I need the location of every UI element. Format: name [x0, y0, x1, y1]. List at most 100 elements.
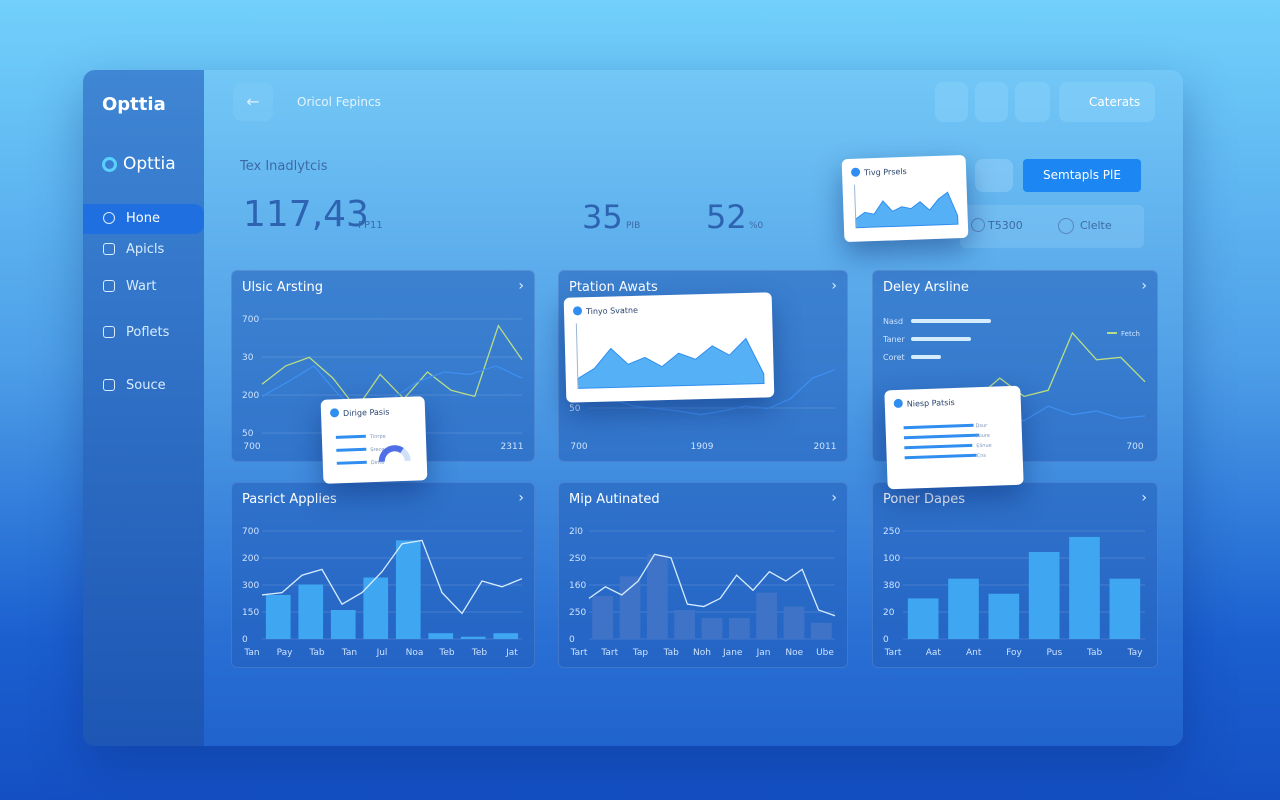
line-series	[588, 553, 836, 617]
radio[interactable]	[971, 218, 985, 232]
popup-chart	[575, 323, 765, 389]
row-label: Dinte	[371, 460, 385, 466]
x-tick-label: Foy	[1006, 648, 1022, 658]
row-bar	[904, 443, 973, 450]
nav-item[interactable]: Wart	[83, 272, 204, 302]
y-tick-label: 160	[569, 581, 586, 591]
bar	[428, 633, 454, 639]
panel-title: Ptation Awats	[569, 280, 658, 295]
icon-button[interactable]	[935, 82, 968, 122]
row-label: Srece	[370, 447, 384, 453]
x-tick-label: Pus	[1046, 648, 1062, 658]
back-button[interactable]: ←	[233, 83, 273, 121]
breadcrumb: Oricol Fepincs	[297, 95, 381, 109]
row-bar	[904, 453, 977, 460]
search-button[interactable]	[975, 159, 1013, 192]
brand-icon	[102, 157, 117, 172]
stat-value: 117,43	[243, 194, 369, 235]
y-tick-label: 50	[569, 404, 581, 414]
bar	[460, 636, 486, 639]
primary-button[interactable]: Semtapls PlE	[1023, 159, 1141, 192]
panel: Mip Autinated › 2l0 2S0 160 250 0 Tart Tart Tap Ta…	[558, 482, 848, 668]
y-tick-label: 250	[883, 527, 900, 537]
x-tick-label: Noa	[406, 648, 424, 658]
bar	[907, 598, 939, 639]
x-tick-label: Tan	[341, 648, 357, 658]
chevron: ›	[518, 278, 524, 294]
row-label: Nasd	[883, 317, 903, 326]
x-tick-label: Ant	[966, 648, 982, 658]
nav-label: Poflets	[126, 325, 170, 340]
stat-unit: PP11	[358, 220, 383, 231]
stat-unit: PIB	[626, 221, 641, 231]
popup-card: Tinyo Svatne	[563, 292, 775, 403]
nav-item[interactable]: Souce	[83, 371, 204, 401]
row-label: Foure	[976, 433, 990, 439]
x-tick-label: Teb	[471, 648, 488, 658]
x-tick-label: Tab	[1086, 648, 1103, 658]
bar	[646, 554, 668, 639]
x-tick-label: Pay	[277, 648, 294, 658]
nav-label: Hone	[126, 211, 160, 226]
y-tick-label: 200	[242, 554, 259, 564]
chevron: ›	[1141, 490, 1147, 506]
x-tick-label: Tay	[1127, 648, 1144, 658]
popup-card: Tivg Prsels	[841, 154, 969, 243]
bar	[701, 618, 723, 639]
panel-chart: 50 700 1909 2011	[569, 368, 837, 452]
popup-card: Niesp Patsis Dsur Foure Elinue Cns	[884, 385, 1024, 490]
icon-button[interactable]	[975, 82, 1008, 122]
popup-chart: Dsur Foure Elinue Cns	[903, 423, 992, 460]
nav-label: Wart	[126, 279, 157, 294]
panel-chart: 75700NasdTanerCoretFetch	[882, 317, 1146, 452]
x-tick-label: 2011	[814, 442, 837, 452]
brand: Opttia	[123, 154, 176, 174]
area-series	[855, 191, 959, 229]
header-button[interactable]: Caterats	[1059, 82, 1155, 122]
nav-item[interactable]: Poflets	[83, 318, 204, 348]
bar	[1069, 536, 1100, 639]
radio[interactable]	[1058, 218, 1074, 234]
x-tick-label: Jat	[505, 648, 518, 658]
axis-line	[575, 323, 579, 389]
sidebar: Opttia Opttia Hone Apicls Wart Poflets S…	[83, 70, 204, 746]
row-bar	[336, 460, 367, 465]
nav-item[interactable]: Hone	[83, 204, 204, 234]
x-tick-label: Tan	[243, 648, 259, 658]
y-tick-label: 20	[883, 608, 895, 618]
brand-top: Opttia	[102, 94, 166, 115]
y-tick-label: 300	[242, 581, 259, 591]
nav-icon	[103, 243, 115, 255]
bar	[948, 578, 979, 639]
x-tick-label: 2311	[501, 442, 524, 452]
y-tick-label: 0	[883, 635, 889, 645]
x-tick-label: Tap	[632, 648, 649, 658]
bar	[395, 540, 421, 639]
x-tick-label: Jane	[722, 648, 743, 658]
chevron: ›	[831, 490, 837, 506]
bar	[330, 610, 356, 639]
y-tick-label: 700	[242, 315, 259, 325]
y-tick-label: 380	[883, 581, 900, 591]
legend-label: Fetch	[1121, 330, 1140, 338]
y-tick-label: 150	[242, 608, 259, 618]
row-bar	[911, 337, 971, 341]
toggle-label: Clelte	[1080, 219, 1112, 232]
panel-chart: 250 100 380 20 0 Tart Aat Ant Foy Pus Tab Tay	[883, 527, 1145, 658]
icon-button[interactable]	[1015, 82, 1050, 122]
x-tick-label: Tab	[663, 648, 680, 658]
row-label: Tinrpe	[369, 434, 386, 441]
x-tick-label: Noe	[785, 648, 803, 658]
bar	[756, 592, 778, 639]
bar	[1109, 578, 1141, 639]
y-tick-label: 100	[883, 554, 900, 564]
nav-item[interactable]: Apicls	[83, 235, 204, 265]
x-tick-label: Jan	[756, 648, 771, 658]
x-tick-label: Aat	[926, 648, 942, 658]
nav-icon	[103, 280, 115, 292]
popup-card: Dirige Pasis Tinrpe Srece Dinte	[320, 396, 428, 484]
line-series	[261, 324, 523, 410]
y-tick-label: 250	[569, 608, 586, 618]
x-tick-label: Teb	[438, 648, 455, 658]
